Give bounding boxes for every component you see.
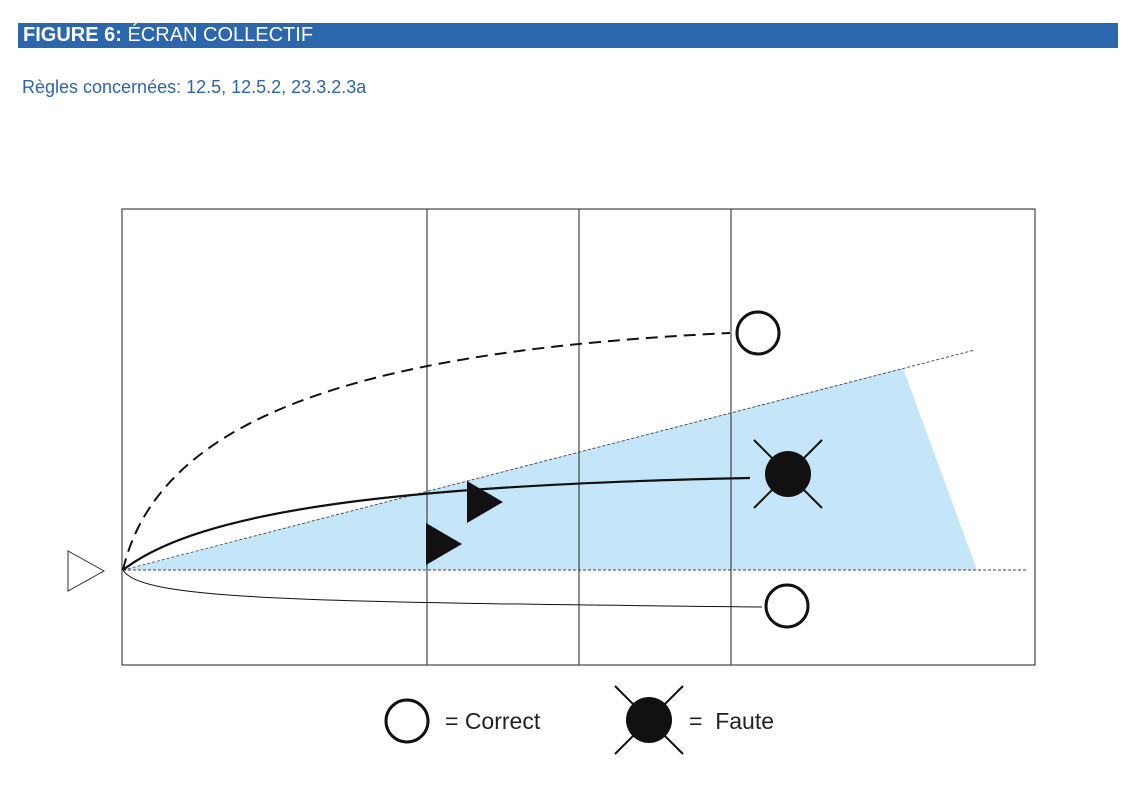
player-triangle-icon bbox=[467, 481, 503, 523]
legend-fault-label: = Faute bbox=[689, 708, 774, 734]
figure-title-bar: FIGURE 6: ÉCRAN COLLECTIF bbox=[18, 23, 1118, 48]
trajectory-high-dashed bbox=[122, 332, 731, 571]
fault-icon bbox=[753, 439, 823, 509]
figure-label: FIGURE 6: bbox=[23, 24, 122, 46]
rules-subtitle: Règles concernées: 12.5, 12.5.2, 23.3.2.… bbox=[22, 77, 367, 97]
legend-correct-icon bbox=[384, 698, 430, 744]
correct-circle-icon bbox=[735, 310, 781, 356]
screen-zone bbox=[123, 368, 977, 570]
server-icon bbox=[67, 550, 106, 592]
trajectory-low bbox=[122, 569, 763, 608]
legend-correct-label: = Correct bbox=[445, 708, 541, 734]
trajectory-through-screen bbox=[122, 476, 751, 571]
figure-title: ÉCRAN COLLECTIF bbox=[121, 24, 314, 46]
legend-fault-icon bbox=[614, 685, 684, 755]
correct-circle-icon bbox=[764, 583, 810, 629]
screen-upper-guide bbox=[122, 349, 976, 571]
player-triangle-icon bbox=[426, 523, 462, 565]
